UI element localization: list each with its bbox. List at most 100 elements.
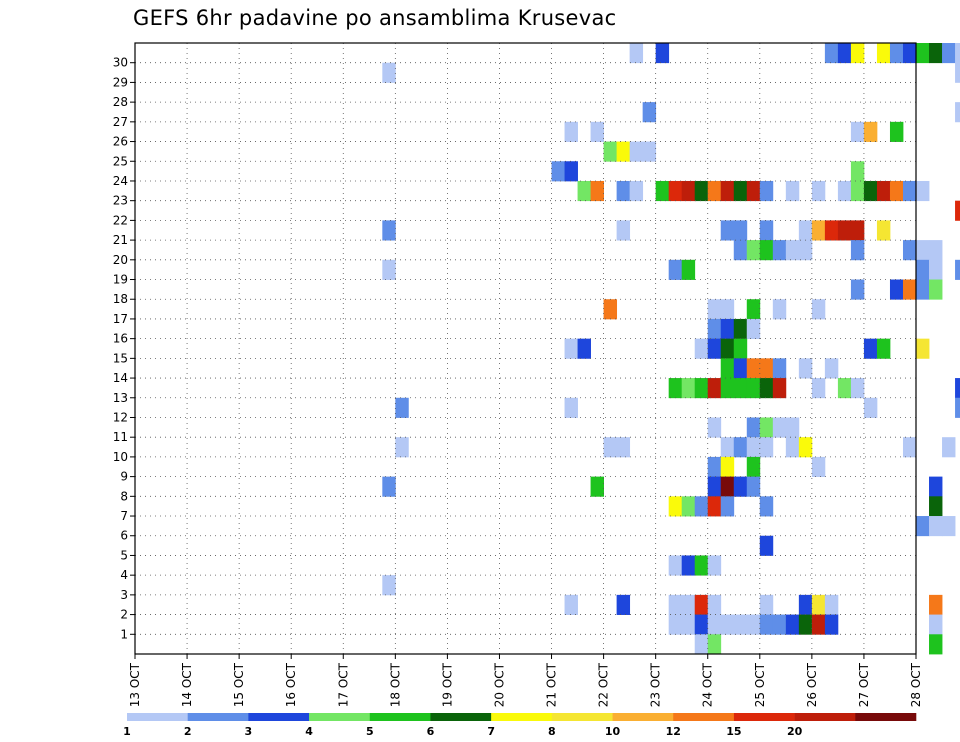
heatmap-cell [876, 180, 891, 202]
gridlines [135, 43, 916, 654]
heatmap-cell [720, 378, 735, 399]
heatmap-cell [759, 496, 774, 517]
heatmap-cell [720, 456, 735, 478]
heatmap-cell [681, 614, 696, 635]
heatmap-cell [916, 240, 930, 261]
heatmap-cell [707, 476, 722, 497]
colorbar-swatch [127, 713, 188, 721]
heatmap-cell [811, 180, 826, 202]
heatmap-cell [616, 437, 631, 458]
x-tick-label: 26 OCT [805, 662, 819, 707]
heatmap-cell [942, 43, 956, 64]
heatmap-cell [916, 180, 930, 202]
y-tick-label: 12 [113, 410, 128, 424]
heatmap-cell [746, 299, 761, 320]
y-tick-label: 15 [113, 351, 128, 365]
heatmap-cell [929, 516, 943, 537]
heatmap-cell [929, 594, 943, 615]
heatmap-cell [759, 240, 774, 261]
heatmap-cell [824, 358, 839, 379]
y-tick-label: 30 [113, 56, 128, 70]
y-tick-label: 21 [113, 233, 128, 247]
heatmap-cell [785, 180, 800, 202]
heatmap-cell [733, 378, 748, 399]
heatmap-cell [564, 121, 578, 142]
x-tick-label: 17 OCT [336, 662, 350, 707]
colorbar-swatch [673, 713, 735, 721]
heatmap-cell [681, 378, 696, 399]
heatmap-cell [759, 417, 774, 438]
heatmap-cell [850, 279, 865, 300]
heatmap-cell [772, 299, 787, 320]
x-tick-label: 27 OCT [857, 662, 871, 707]
y-tick-label: 11 [113, 430, 128, 444]
heatmap-cell [382, 476, 396, 497]
heatmap-cell [707, 555, 722, 576]
colorbar-label: 3 [245, 725, 253, 738]
heatmap-cell [642, 141, 657, 162]
y-axis: 1234567891011121314151617181920212223242… [113, 56, 135, 641]
heatmap-cell [837, 43, 852, 64]
heatmap-cell [668, 555, 683, 576]
heatmap-cell [916, 43, 930, 64]
heatmap-cell [382, 575, 396, 596]
heatmap-cell [720, 614, 735, 635]
heatmap-cell [564, 594, 578, 615]
x-tick-label: 18 OCT [388, 662, 402, 707]
heatmap-cell [616, 220, 631, 241]
heatmap-cell [811, 614, 826, 635]
heatmap-cell [798, 240, 813, 261]
colorbar-swatch [369, 713, 431, 721]
heatmap-cell [707, 634, 722, 655]
heatmap-cell [837, 378, 852, 399]
heatmap-cell [668, 378, 683, 399]
y-tick-label: 26 [113, 135, 128, 149]
heatmap-cell [902, 437, 917, 458]
heatmap-cell [850, 121, 865, 142]
heatmap-cell [720, 299, 735, 320]
heatmap-cell [707, 378, 722, 399]
y-tick-label: 10 [113, 450, 128, 464]
x-tick-label: 24 OCT [701, 662, 715, 707]
x-tick-label: 21 OCT [545, 662, 559, 707]
heatmap-cell [863, 180, 878, 202]
heatmap-cell [746, 318, 761, 340]
heatmap-cell [590, 121, 604, 142]
heatmap-cell [759, 378, 774, 399]
heatmap-cell [707, 614, 722, 635]
heatmap-cell [785, 417, 800, 438]
heatmap-cell [811, 594, 826, 615]
colorbar-swatch [855, 713, 917, 721]
x-tick-label: 25 OCT [753, 662, 767, 707]
heatmap-cell [616, 180, 631, 202]
heatmap-cell [837, 220, 852, 241]
colorbar-label: 7 [487, 725, 495, 738]
heatmap-cell [929, 476, 943, 497]
heatmap-cell [955, 43, 960, 64]
heatmap-cell [850, 161, 865, 182]
heatmap-cell [746, 358, 761, 379]
heatmap-cell [824, 614, 839, 635]
heatmap-cell [863, 338, 878, 359]
heatmap-cell [733, 476, 748, 497]
heatmap-cell [720, 180, 735, 202]
heatmap-cell [772, 240, 787, 261]
heatmap-cell [929, 496, 943, 517]
x-axis: 13 OCT 14 OCT 15 OCT 16 OCT 17 OCT 18 OCT 19 O… [128, 654, 923, 707]
heatmap-cell [955, 397, 960, 418]
heatmap-cell [929, 634, 943, 655]
y-tick-label: 5 [120, 548, 128, 562]
heatmap-cell [720, 476, 735, 497]
heatmap-cell [746, 240, 761, 261]
heatmap-cell [551, 161, 565, 182]
y-tick-label: 19 [113, 273, 128, 287]
heatmap-cell [916, 279, 930, 300]
heatmap-cell [395, 437, 409, 458]
y-tick-label: 23 [113, 194, 128, 208]
heatmap-cell [850, 180, 865, 202]
colorbar-label: 8 [548, 725, 556, 738]
heatmap-cell [785, 240, 800, 261]
y-tick-label: 18 [113, 292, 128, 306]
x-tick-label: 23 OCT [649, 662, 663, 707]
heatmap-cell [889, 121, 904, 142]
